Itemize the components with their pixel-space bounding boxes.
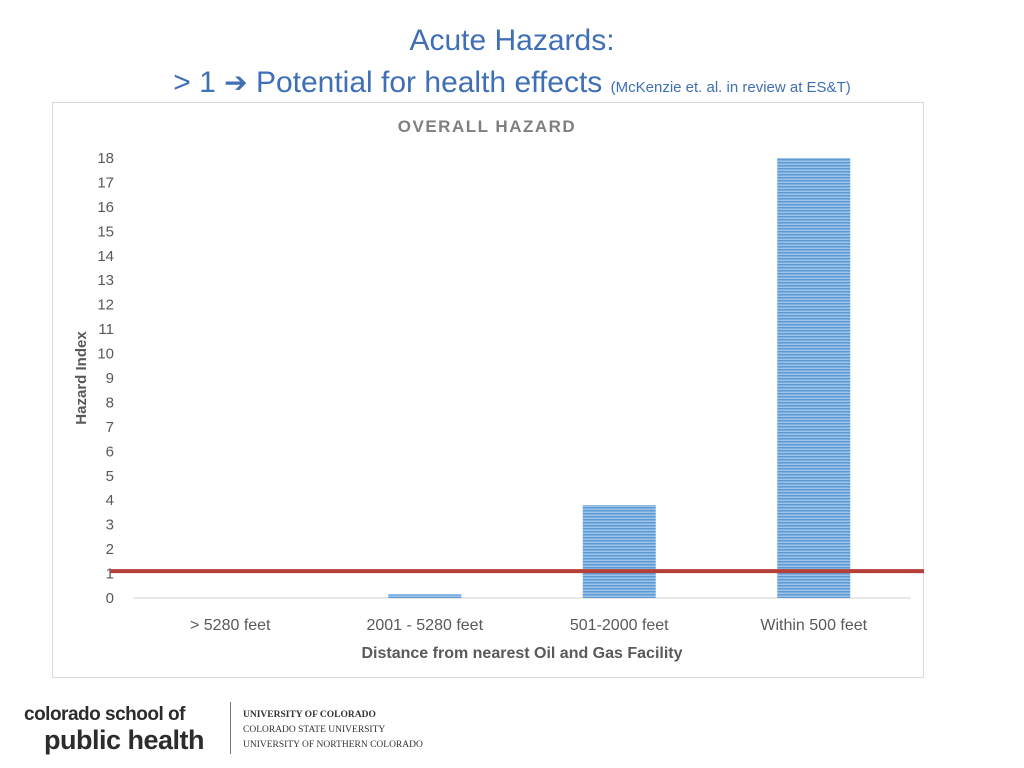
university-1: UNIVERSITY OF COLORADO [243,710,376,720]
right-arrow-icon: ➔ [224,67,248,98]
bar [777,158,851,598]
y-tick-label: 16 [97,199,114,216]
y-tick-label: 5 [106,468,114,485]
y-tick-label: 18 [97,150,114,167]
school-logo: colorado school of public health [24,704,205,755]
subtitle-prefix: > 1 [173,66,216,99]
y-tick-label: 10 [97,346,114,363]
x-tick-label: 2001 - 5280 feet [366,617,483,634]
y-tick-label: 1 [106,566,114,583]
y-tick-label: 13 [97,272,114,289]
y-tick-label: 4 [106,492,114,509]
university-list: UNIVERSITY OF COLORADO COLORADO STATE UN… [243,708,423,753]
x-tick-label: > 5280 feet [190,617,271,634]
y-tick-label: 8 [106,394,114,411]
y-tick-label: 0 [106,590,114,607]
y-axis-label: Hazard Index [73,331,90,425]
x-tick-label: 501-2000 feet [570,617,669,634]
y-tick-label: 12 [97,297,114,314]
university-3: UNIVERSITY OF NORTHERN COLORADO [243,740,423,750]
y-tick-label: 14 [97,248,114,265]
x-tick-label: Within 500 feet [760,617,867,634]
school-logo-line2: public health [44,725,205,755]
x-axis-label: Distance from nearest Oil and Gas Facili… [362,645,683,662]
slide-title: Acute Hazards: [409,24,615,57]
y-tick-label: 15 [97,223,114,240]
bar [582,505,656,598]
y-tick-label: 7 [106,419,114,436]
bar [388,594,462,598]
y-tick-label: 11 [98,321,114,338]
y-tick-label: 2 [106,541,114,558]
chart-title: OVERALL HAZARD [398,117,576,136]
y-tick-label: 17 [97,174,114,191]
footer-divider [230,702,231,754]
y-tick-label: 6 [106,443,114,460]
chart-frame [52,102,924,678]
y-tick-label: 3 [106,517,114,534]
y-tick-label: 9 [106,370,114,387]
slide-subtitle: > 1 ➔ Potential for health effects (McKe… [0,66,1024,100]
school-logo-line1: colorado school of [24,704,185,725]
subtitle-main: Potential for health effects [255,66,603,99]
university-2: COLORADO STATE UNIVERSITY [243,725,386,735]
citation-note: (McKenzie et. al. in review at ES&T) [610,79,851,96]
